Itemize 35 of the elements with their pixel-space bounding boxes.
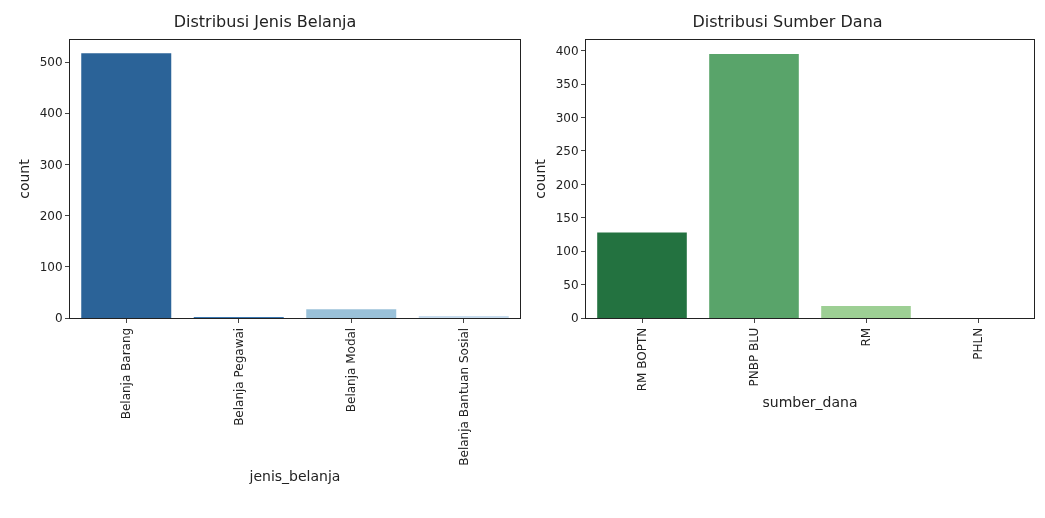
y-axis-title: count (532, 158, 549, 199)
x-axis-title: sumber_dana (762, 393, 858, 410)
x-tick-label: Belanja Bantuan Sosial (456, 327, 471, 466)
x-tick-label: RM BOPTN (634, 327, 649, 392)
y-tick-label: 400 (555, 43, 579, 58)
x-tick-label: RM (858, 327, 873, 347)
y-tick-label: 500 (39, 55, 63, 70)
x-tick-label: PNBP BLU (746, 327, 761, 387)
bar (821, 305, 911, 318)
y-tick-label: 0 (570, 311, 579, 326)
chart-title: Distribusi Jenis Belanja (173, 11, 357, 31)
x-tick-label: PHLN (970, 327, 985, 360)
y-tick-label: 50 (563, 277, 579, 292)
x-tick-label: Belanja Modal (344, 327, 359, 413)
y-tick-label: 150 (555, 210, 579, 225)
y-tick-label: 0 (54, 311, 63, 326)
bar (306, 309, 397, 318)
x-tick-label: Belanja Barang (119, 327, 134, 420)
y-tick-label: 300 (39, 157, 63, 172)
bar (709, 54, 799, 318)
chart-title: Distribusi Sumber Dana (692, 11, 883, 31)
bar (418, 315, 509, 318)
y-tick-label: 100 (555, 244, 579, 259)
y-tick-label: 200 (555, 177, 579, 192)
y-tick-label: 300 (555, 110, 579, 125)
y-tick-label: 200 (39, 208, 63, 223)
x-tick-label: Belanja Pegawai (231, 327, 246, 426)
x-axis-title: jenis_belanja (248, 468, 341, 485)
y-tick-label: 350 (555, 77, 579, 92)
y-tick-label: 250 (555, 144, 579, 159)
y-axis-title: count (16, 158, 33, 199)
bar (81, 53, 172, 318)
bar (597, 232, 687, 318)
y-tick-label: 100 (39, 260, 63, 274)
y-tick-label: 400 (39, 106, 63, 121)
